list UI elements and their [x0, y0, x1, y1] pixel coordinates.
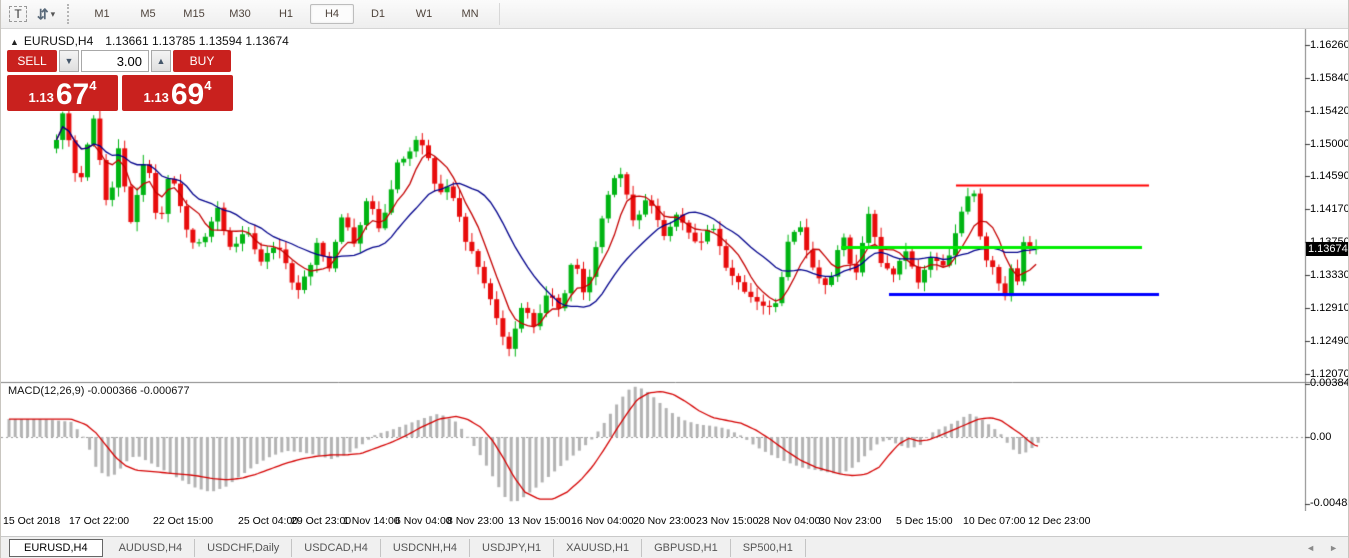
time-axis-label: 17 Oct 22:00: [69, 515, 130, 527]
tab-scroll-arrows: ◄ ►: [1306, 543, 1348, 553]
current-price-badge: 1.13674: [1306, 242, 1348, 256]
time-axis-label: 25 Oct 04:00: [238, 515, 299, 527]
chart-tab-usdcnh-h4[interactable]: USDCNH,H4: [381, 538, 471, 557]
timeframe-button-m1[interactable]: M1: [94, 8, 110, 20]
chart-tab-gbpusd-h1[interactable]: GBPUSD,H1: [642, 538, 731, 557]
chart-tab-xauusd-h1[interactable]: XAUUSD,H1: [554, 538, 643, 557]
time-axis-label: 29 Oct 23:00: [291, 515, 352, 527]
time-axis-label: 20 Nov 23:00: [633, 515, 696, 527]
timeframe-button-w1[interactable]: W1: [415, 8, 433, 20]
timeframe-button-m15[interactable]: M15: [183, 8, 205, 20]
text-tool-button[interactable]: T: [7, 4, 29, 24]
arrange-button[interactable]: ⇵ ▾: [35, 4, 57, 24]
tabs-scroll-left-icon[interactable]: ◄: [1306, 542, 1316, 553]
sell-button[interactable]: SELL: [7, 50, 57, 72]
chart-tab-bar: EURUSD,H4 AUDUSD,H4 USDCHF,Daily USDCAD,H4 U…: [1, 536, 1348, 558]
toolbar: T ⇵ ▾ M1 M5 M15 M30 H1 H4 D1 W1 MN: [1, 0, 1348, 29]
toolbar-grip[interactable]: [67, 4, 71, 24]
time-axis-label: 12 Dec 23:00: [1028, 515, 1091, 527]
time-axis-label: 8 Nov 23:00: [447, 515, 504, 527]
sell-price-box[interactable]: 1.13 67 4: [7, 75, 118, 111]
timeframe-button-d1[interactable]: D1: [370, 8, 386, 20]
time-axis-label: 16 Nov 04:00: [571, 515, 634, 527]
time-axis-label: 23 Nov 15:00: [696, 515, 759, 527]
time-axis-label: 30 Nov 23:00: [819, 515, 882, 527]
sell-price-main: 67: [55, 78, 90, 111]
time-axis-label: 1 Nov 14:00: [343, 515, 400, 527]
time-axis-label: 10 Dec 07:00: [963, 515, 1026, 527]
buy-price-prefix: 1.13: [143, 90, 169, 105]
timeframe-button-m30[interactable]: M30: [229, 8, 251, 20]
dropdown-caret-icon: ▾: [50, 8, 56, 19]
buy-price-pip: 4: [204, 78, 212, 93]
chart-tab-usdjpy-h1[interactable]: USDJPY,H1: [470, 538, 555, 557]
time-axis-label: 5 Dec 15:00: [896, 515, 953, 527]
buy-price-box[interactable]: 1.13 69 4: [122, 75, 233, 111]
volume-decrease-button[interactable]: ▼: [59, 50, 79, 72]
chart-tab-usdchf-daily[interactable]: USDCHF,Daily: [195, 538, 293, 557]
chart-tab-sp500-h1[interactable]: SP500,H1: [731, 538, 806, 557]
time-axis-label: 28 Nov 04:00: [758, 515, 821, 527]
timeframe-button-m5[interactable]: M5: [140, 8, 156, 20]
time-axis-label: 13 Nov 15:00: [508, 515, 571, 527]
one-click-trading-panel: SELL ▼ ▲ BUY 1.13 67 4 1.13 69 4: [7, 50, 233, 111]
time-axis-label: 6 Nov 04:00: [395, 515, 452, 527]
time-axis-label: 15 Oct 2018: [3, 515, 61, 527]
text-tool-icon: T: [9, 6, 27, 22]
volume-input[interactable]: [81, 50, 149, 72]
triangle-down-icon: ▼: [64, 56, 74, 66]
trade-controls-row: SELL ▼ ▲ BUY: [7, 50, 233, 72]
indicator-label: MACD(12,26,9) -0.000366 -0.000677: [8, 385, 190, 397]
swap-arrows-icon: ⇵: [36, 5, 49, 22]
toolbar-separator: [499, 3, 500, 25]
triangle-up-icon: ▲: [156, 56, 166, 66]
trade-prices-row: 1.13 67 4 1.13 69 4: [7, 75, 233, 111]
chart-symbol-label: EURUSD,H4: [23, 34, 94, 48]
time-axis-label: 22 Oct 15:00: [153, 515, 214, 527]
chart-tab-usdcad-h4[interactable]: USDCAD,H4: [292, 538, 381, 557]
collapse-triangle-icon[interactable]: ▲: [10, 37, 19, 47]
chart-ohlc-values: 1.13661 1.13785 1.13594 1.13674: [105, 34, 289, 48]
volume-increase-button[interactable]: ▲: [151, 50, 171, 72]
tabs-scroll-right-icon[interactable]: ►: [1329, 542, 1338, 553]
timeframe-button-h1[interactable]: H1: [278, 8, 294, 20]
timeframe-button-mn[interactable]: MN: [461, 8, 479, 20]
sell-price-prefix: 1.13: [28, 90, 54, 105]
buy-price-main: 69: [170, 78, 205, 111]
chart-tab-eurusd-h4[interactable]: EURUSD,H4: [9, 538, 103, 557]
chart-tab-audusd-h4[interactable]: AUDUSD,H4: [107, 538, 196, 557]
chart-tabs: EURUSD,H4 AUDUSD,H4 USDCHF,Daily USDCAD,H4 U…: [1, 537, 806, 558]
sell-price-pip: 4: [89, 78, 97, 93]
timeframe-button-h4[interactable]: H4: [310, 4, 354, 24]
chart-title: ▲ EURUSD,H4 1.13661 1.13785 1.13594 1.1367…: [10, 34, 289, 48]
buy-button[interactable]: BUY: [173, 50, 231, 72]
timeframe-group: M1 M5 M15 M30 H1 H4 D1 W1 MN: [79, 0, 493, 29]
